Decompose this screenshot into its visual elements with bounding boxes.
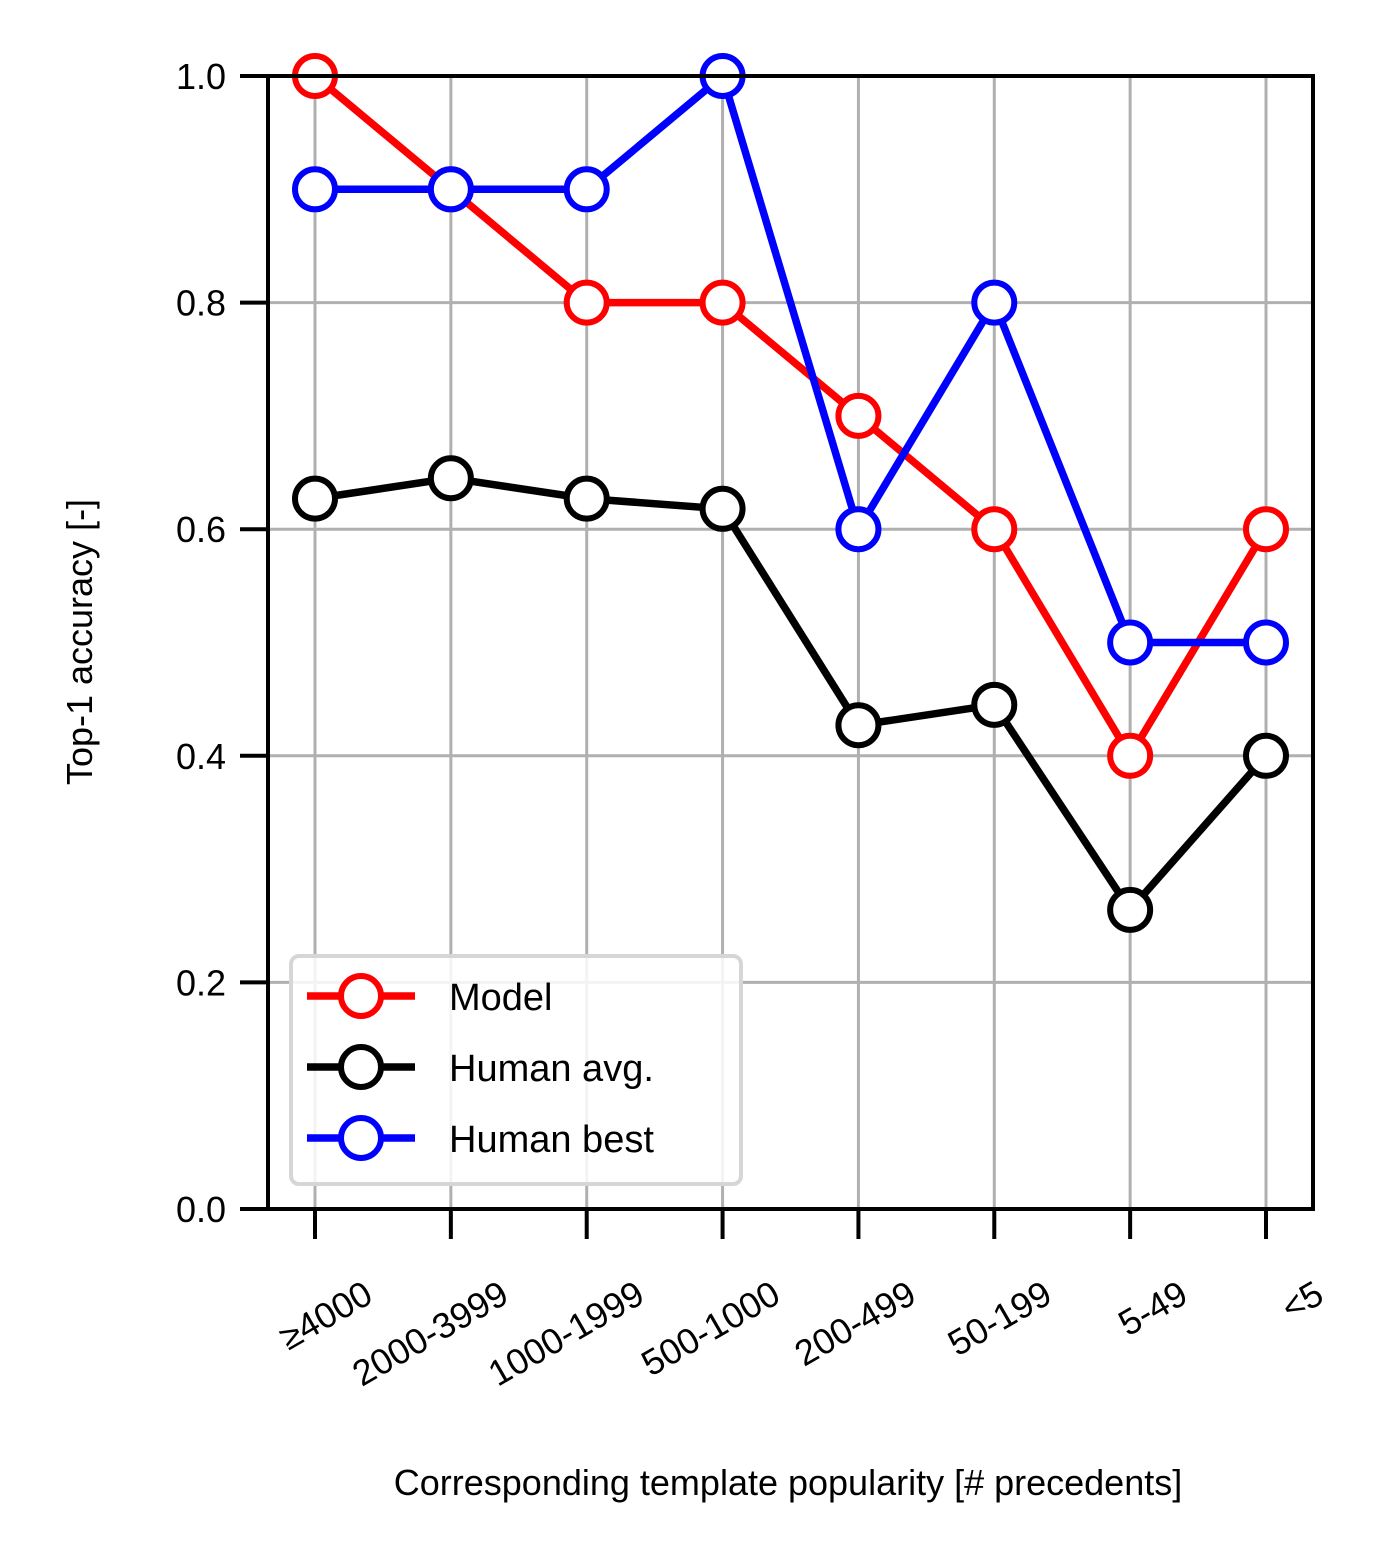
series-point-0 bbox=[1107, 732, 1154, 779]
series-point-0 bbox=[835, 392, 882, 439]
series-point-2 bbox=[1243, 619, 1289, 666]
axes-frame bbox=[266, 74, 1315, 1211]
legend-box bbox=[289, 954, 743, 1186]
series-point-0 bbox=[1243, 506, 1289, 553]
x-tick-label: 5-49 bbox=[1111, 1272, 1194, 1344]
x-tick-label: 200-499 bbox=[788, 1272, 923, 1374]
series-point-2 bbox=[563, 166, 610, 213]
tick-layer: 0.0 0.2 0.4 0.6 0.8 1.0 ≥40002000-39991000-199… bbox=[176, 56, 1330, 1394]
x-tick-label: 500-1000 bbox=[634, 1272, 786, 1384]
series-point-1 bbox=[699, 485, 746, 532]
series-point-1 bbox=[427, 455, 474, 502]
x-tick-label: 1000-1999 bbox=[481, 1272, 651, 1394]
legend-swatch-marker bbox=[338, 1115, 384, 1161]
legend-label: Human best bbox=[449, 1119, 654, 1161]
x-tick-label: 2000-3999 bbox=[345, 1272, 515, 1394]
legend-label: Model bbox=[449, 977, 553, 1019]
x-axis-label: Corresponding template popularity [# pre… bbox=[394, 1462, 1182, 1503]
series-point-1 bbox=[835, 702, 882, 749]
series-point-0 bbox=[971, 506, 1018, 553]
series-point-0 bbox=[699, 279, 746, 326]
series-point-2 bbox=[835, 506, 882, 553]
y-axis-label: Top-1 accuracy [-] bbox=[59, 499, 100, 785]
series-point-1 bbox=[971, 681, 1018, 728]
y-tick-label: 0.8 bbox=[176, 283, 226, 324]
series-point-1 bbox=[1243, 732, 1289, 779]
series-point-2 bbox=[427, 166, 474, 213]
series-point-1 bbox=[292, 475, 338, 522]
series-layer bbox=[292, 53, 1289, 933]
x-tick-label: <5 bbox=[1274, 1272, 1330, 1328]
series-line-0 bbox=[312, 73, 1270, 760]
y-tick-label: 0.6 bbox=[176, 509, 226, 550]
x-tick-label: ≥4000 bbox=[272, 1272, 379, 1357]
legend-swatch-marker bbox=[338, 1044, 384, 1090]
series-line-1 bbox=[314, 474, 1269, 914]
x-tick-label: 50-199 bbox=[941, 1272, 1059, 1364]
y-tick-label: 1.0 bbox=[176, 56, 226, 97]
legend-label: Human avg. bbox=[449, 1048, 654, 1090]
legend: Model Human avg. Human best bbox=[289, 954, 743, 1186]
series-point-2 bbox=[292, 166, 338, 213]
y-tick-label: 0.2 bbox=[176, 962, 226, 1003]
series-point-1 bbox=[1107, 886, 1154, 933]
series-point-0 bbox=[563, 279, 610, 326]
series-point-1 bbox=[563, 475, 610, 522]
legend-swatch-marker bbox=[338, 973, 384, 1019]
plot-frame bbox=[266, 74, 1315, 1211]
y-tick-label: 0.0 bbox=[176, 1189, 226, 1230]
series-point-2 bbox=[971, 279, 1018, 326]
series-point-2 bbox=[1107, 619, 1154, 666]
y-tick-label: 0.4 bbox=[176, 736, 226, 777]
